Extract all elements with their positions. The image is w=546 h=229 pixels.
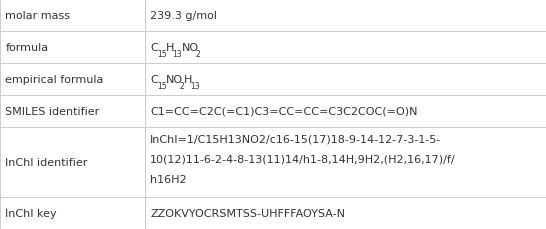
Text: 15: 15: [157, 50, 167, 59]
Text: H: H: [166, 43, 174, 53]
Text: SMILES identifier: SMILES identifier: [5, 106, 100, 116]
Text: NO: NO: [182, 43, 199, 53]
Text: 2: 2: [179, 82, 184, 91]
Text: InChI identifier: InChI identifier: [5, 157, 88, 167]
Text: C: C: [150, 43, 158, 53]
Text: 2: 2: [195, 50, 200, 59]
Text: 13: 13: [173, 50, 182, 59]
Text: InChI key: InChI key: [5, 208, 57, 218]
Text: NO: NO: [166, 74, 183, 85]
Text: C1=CC=C2C(=C1)C3=CC=CC=C3C2COC(=O)N: C1=CC=C2C(=C1)C3=CC=CC=C3C2COC(=O)N: [150, 106, 418, 116]
Text: molar mass: molar mass: [5, 11, 70, 21]
Text: h16H2: h16H2: [150, 174, 187, 184]
Text: 13: 13: [191, 82, 200, 91]
Text: 239.3 g/mol: 239.3 g/mol: [150, 11, 217, 21]
Text: C: C: [150, 74, 158, 85]
Text: empirical formula: empirical formula: [5, 74, 104, 85]
Text: formula: formula: [5, 43, 49, 53]
Text: InChI=1/C15H13NO2/c16-15(17)18-9-14-12-7-3-1-5-: InChI=1/C15H13NO2/c16-15(17)18-9-14-12-7…: [150, 134, 442, 144]
Text: 15: 15: [157, 82, 167, 91]
Text: H: H: [184, 74, 192, 85]
Text: 10(12)11-6-2-4-8-13(11)14/h1-8,14H,9H2,(H2,16,17)/f/: 10(12)11-6-2-4-8-13(11)14/h1-8,14H,9H2,(…: [150, 154, 456, 164]
Text: ZZOKVYOCRSMTSS-UHFFFAOYSA-N: ZZOKVYOCRSMTSS-UHFFFAOYSA-N: [150, 208, 345, 218]
